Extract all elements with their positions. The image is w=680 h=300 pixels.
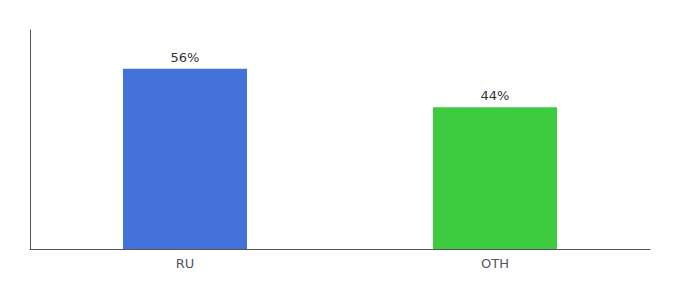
svg-text:RU: RU	[176, 256, 195, 271]
svg-text:44%: 44%	[481, 88, 510, 103]
svg-text:OTH: OTH	[481, 256, 509, 271]
svg-text:56%: 56%	[171, 50, 200, 65]
